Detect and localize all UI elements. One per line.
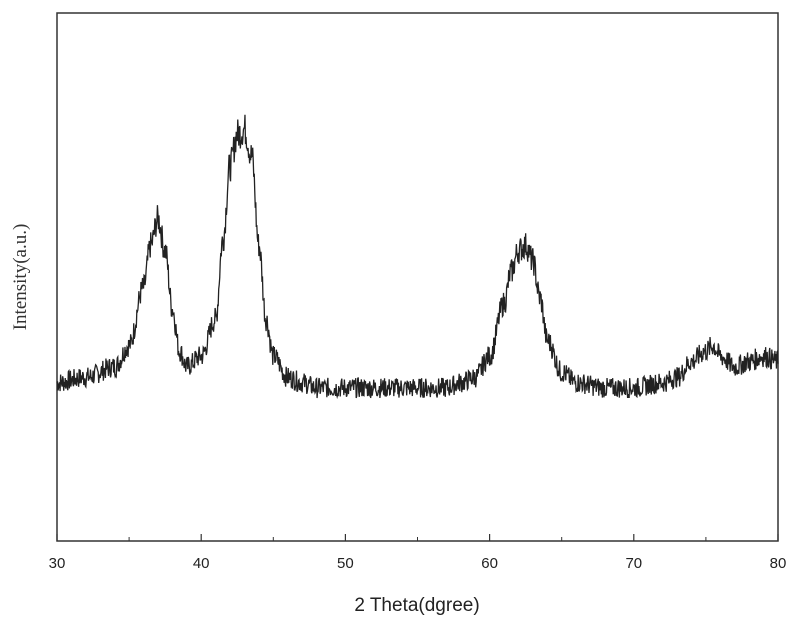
y-axis-title: Intensity(a.u.) [10, 224, 31, 331]
x-tick-label: 30 [49, 555, 66, 572]
x-tick-label: 50 [337, 555, 354, 572]
x-axis-ticks [56, 534, 779, 541]
x-tick-label: 60 [481, 555, 498, 572]
x-tick-label: 80 [770, 555, 787, 572]
x-tick-label: 70 [625, 555, 642, 572]
plot-frame [56, 12, 779, 542]
series-line [56, 114, 779, 400]
x-axis-tick-labels: 30 40 50 60 70 80 [49, 555, 787, 572]
x-axis-title: 2 Theta(dgree) [354, 595, 479, 616]
x-tick-label: 40 [193, 555, 210, 572]
